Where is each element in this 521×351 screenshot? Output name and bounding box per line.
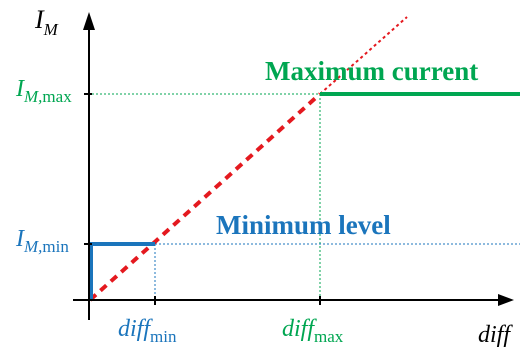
imin-label: IM,min: [15, 226, 69, 256]
proportional-line-thick: [88, 92, 322, 302]
y-axis-arrow: [83, 12, 95, 30]
diffmin-label: diffmin: [118, 316, 177, 346]
x-axis-arrow: [498, 294, 514, 306]
proportional-line-extension: [319, 16, 408, 95]
minimum-level-label: Minimum level: [216, 210, 391, 240]
maximum-current-label: Maximum current: [265, 56, 478, 86]
y-axis-label: IM: [34, 5, 59, 39]
imax-label: IM,max: [15, 76, 72, 106]
x-axis-label: diff: [478, 322, 513, 348]
diffmax-label: diffmax: [282, 316, 344, 346]
